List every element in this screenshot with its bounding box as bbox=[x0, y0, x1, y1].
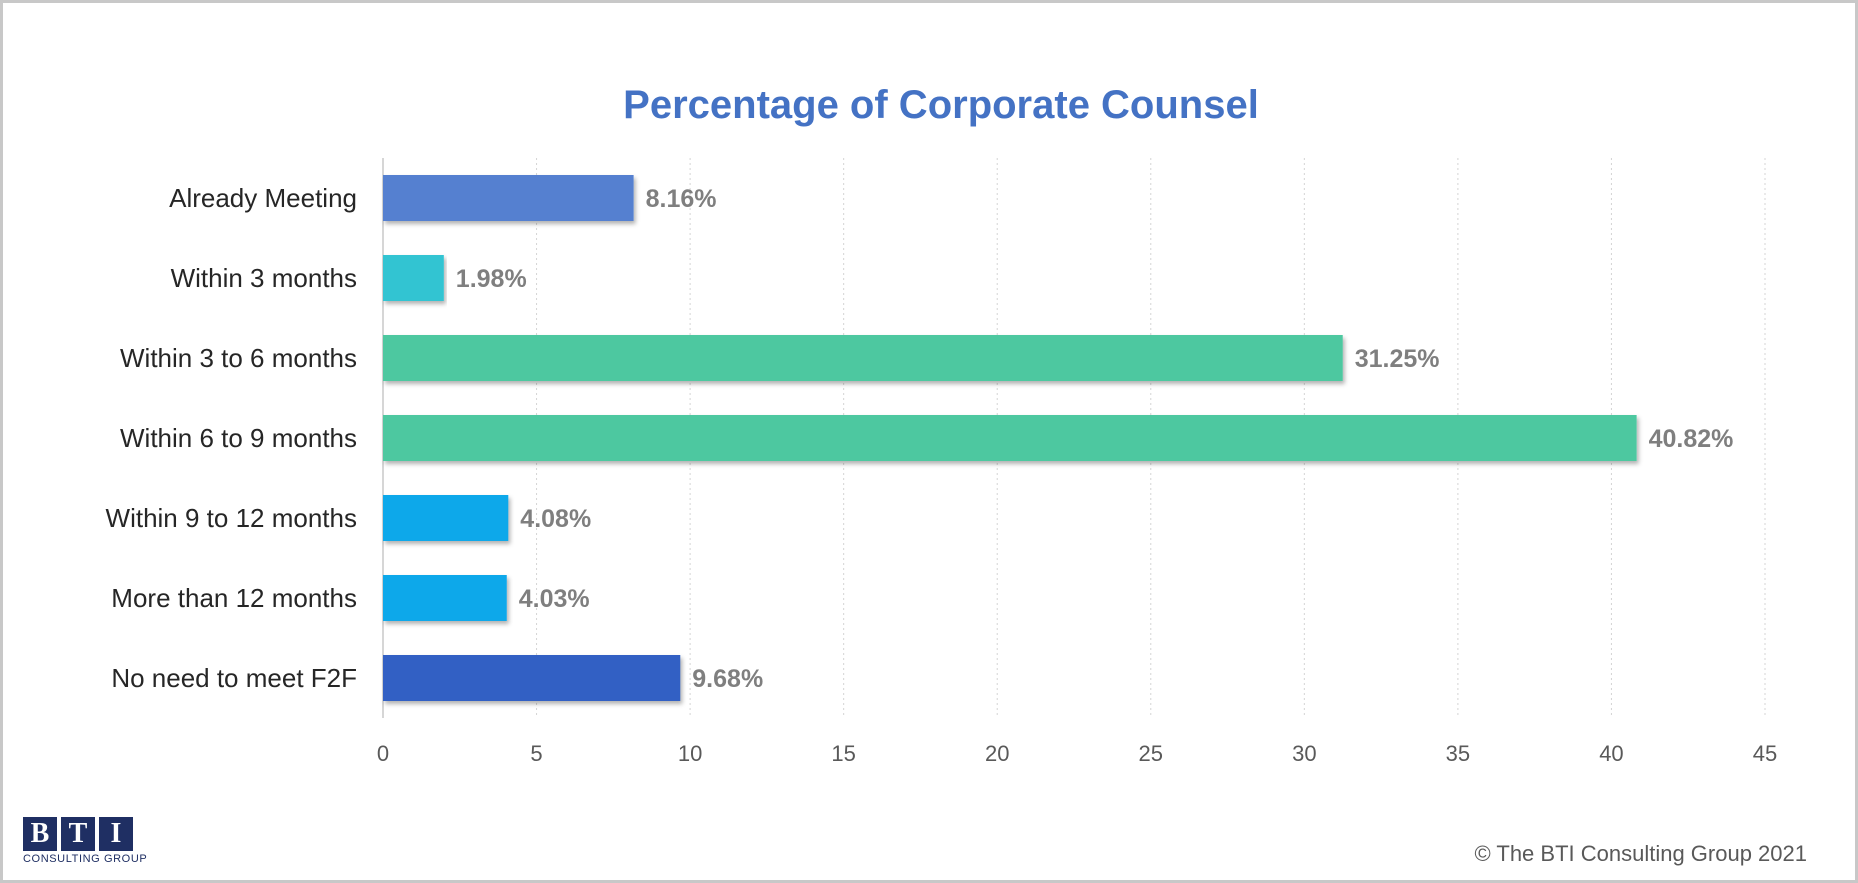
logo-letter: I bbox=[99, 817, 133, 851]
bars bbox=[383, 175, 1637, 701]
data-label: 40.82% bbox=[1649, 425, 1734, 453]
bar bbox=[383, 175, 634, 221]
logo-letter: B bbox=[23, 817, 57, 851]
data-label: 4.08% bbox=[520, 505, 591, 533]
category-label: Within 3 to 6 months bbox=[120, 343, 357, 373]
category-label: Within 6 to 9 months bbox=[120, 423, 357, 453]
bar bbox=[383, 255, 444, 301]
data-label: 9.68% bbox=[692, 665, 763, 693]
category-label: Already Meeting bbox=[169, 183, 357, 213]
logo-subtitle: CONSULTING GROUP bbox=[23, 853, 148, 865]
category-label: No need to meet F2F bbox=[111, 663, 357, 693]
copyright-text: © The BTI Consulting Group 2021 bbox=[1474, 841, 1807, 866]
labels: 0 5 10 15 20 25 30 35 40 45 Already Meeting 8.16% Wi… bbox=[106, 183, 1778, 766]
bar bbox=[383, 655, 681, 701]
bar bbox=[383, 575, 507, 621]
x-tick-label: 20 bbox=[985, 741, 1009, 766]
x-tick-label: 25 bbox=[1139, 741, 1163, 766]
bar bbox=[383, 495, 509, 541]
bar bbox=[383, 335, 1343, 381]
data-label: 8.16% bbox=[646, 185, 717, 213]
x-tick-label: 35 bbox=[1446, 741, 1470, 766]
category-label: Within 3 months bbox=[171, 263, 357, 293]
x-tick-label: 10 bbox=[678, 741, 702, 766]
x-tick-label: 40 bbox=[1599, 741, 1623, 766]
x-tick-label: 5 bbox=[530, 741, 542, 766]
data-label: 4.03% bbox=[519, 585, 590, 613]
bti-logo: B T I CONSULTING GROUP bbox=[23, 817, 147, 865]
x-tick-label: 30 bbox=[1292, 741, 1316, 766]
x-tick-label: 15 bbox=[831, 741, 855, 766]
data-label: 31.25% bbox=[1355, 345, 1440, 373]
bar-chart: 0 5 10 15 20 25 30 35 40 45 Already Meeting 8.16% Wi… bbox=[106, 158, 1778, 766]
bar bbox=[383, 415, 1637, 461]
logo-letter: T bbox=[61, 817, 95, 851]
chart-title: Percentage of Corporate Counsel bbox=[623, 83, 1259, 127]
x-tick-label: 0 bbox=[377, 741, 389, 766]
data-label: 1.98% bbox=[456, 265, 527, 293]
category-label: More than 12 months bbox=[111, 583, 357, 613]
category-label: Within 9 to 12 months bbox=[106, 503, 357, 533]
x-tick-label: 45 bbox=[1753, 741, 1777, 766]
